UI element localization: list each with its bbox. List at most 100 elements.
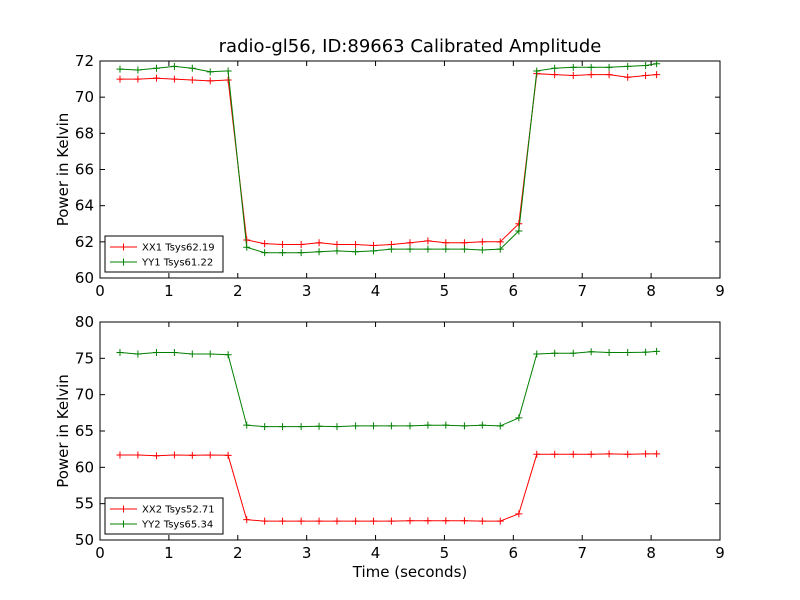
x-tick-label: 1 xyxy=(164,282,174,300)
data-point xyxy=(569,71,577,79)
data-point xyxy=(170,62,178,70)
data-point xyxy=(134,451,142,459)
y-axis-label: Power in Kelvin xyxy=(54,113,72,227)
data-point xyxy=(170,75,178,83)
data-point xyxy=(243,516,251,524)
data-point xyxy=(478,517,486,525)
data-point xyxy=(297,249,305,257)
data-point xyxy=(387,422,395,430)
data-point xyxy=(460,517,468,525)
data-point xyxy=(551,64,559,72)
data-point xyxy=(515,510,523,518)
y-tick-label: 66 xyxy=(75,161,94,179)
x-tick-label: 8 xyxy=(646,544,656,562)
data-point xyxy=(224,351,232,359)
data-point xyxy=(206,350,214,358)
data-point xyxy=(243,236,251,244)
series-1 xyxy=(116,450,661,525)
data-point xyxy=(406,239,414,247)
legend-marker xyxy=(120,258,127,266)
data-point xyxy=(243,243,251,251)
data-point xyxy=(188,64,196,72)
series-1 xyxy=(116,70,661,249)
x-tick-label: 2 xyxy=(233,282,243,300)
y-tick-label: 60 xyxy=(75,269,94,287)
data-point xyxy=(352,241,360,249)
y-tick-label: 60 xyxy=(75,458,94,476)
data-point xyxy=(442,239,450,247)
x-tick-label: 3 xyxy=(302,282,312,300)
data-point xyxy=(297,423,305,431)
data-point xyxy=(134,66,142,74)
data-point xyxy=(569,63,577,71)
data-point xyxy=(496,517,504,525)
top-plot: 0 1 2 3 4 5 6 7 8 9 60 62 64 66 68 70 72 Power in Kelvin X… xyxy=(54,52,725,300)
data-point xyxy=(533,450,541,458)
y-tick-label: 65 xyxy=(75,422,94,440)
x-tick-label: 8 xyxy=(646,282,656,300)
data-point xyxy=(587,450,595,458)
data-point xyxy=(587,63,595,71)
data-point xyxy=(653,71,661,79)
data-point xyxy=(460,422,468,430)
data-point xyxy=(605,349,613,357)
legend-item: XX2 Tsys52.71 xyxy=(110,505,215,516)
data-point xyxy=(442,245,450,253)
y-tick-label: 50 xyxy=(75,531,94,549)
data-point xyxy=(642,348,650,356)
data-point xyxy=(333,517,341,525)
data-point xyxy=(624,73,632,81)
y-tick-label: 62 xyxy=(75,233,94,251)
legend-label: XX1 Tsys62.19 xyxy=(142,243,215,254)
legend-label: YY2 Tsys65.34 xyxy=(141,520,213,531)
data-point xyxy=(224,67,232,75)
data-point xyxy=(170,451,178,459)
data-point xyxy=(424,245,432,253)
data-point xyxy=(206,77,214,85)
data-point xyxy=(533,67,541,75)
legend-item: YY2 Tsys65.34 xyxy=(110,520,213,531)
data-point xyxy=(424,517,432,525)
data-point xyxy=(496,238,504,246)
y-tick-label: 80 xyxy=(75,313,94,331)
data-point xyxy=(496,245,504,253)
series-2 xyxy=(116,347,661,431)
data-point xyxy=(624,450,632,458)
data-point xyxy=(170,349,178,357)
data-point xyxy=(478,238,486,246)
data-point xyxy=(460,239,468,247)
data-point xyxy=(206,451,214,459)
data-point xyxy=(387,517,395,525)
data-point xyxy=(605,63,613,71)
data-point xyxy=(587,71,595,79)
data-point xyxy=(279,423,287,431)
data-point xyxy=(624,62,632,70)
x-tick-label: 2 xyxy=(233,544,243,562)
y-tick-label: 70 xyxy=(75,386,94,404)
data-point xyxy=(605,450,613,458)
data-point xyxy=(315,248,323,256)
data-point xyxy=(261,240,269,248)
data-point xyxy=(188,451,196,459)
data-point xyxy=(515,414,523,422)
data-point xyxy=(533,350,541,358)
x-tick-label: 4 xyxy=(371,282,381,300)
data-point xyxy=(224,76,232,84)
series-2 xyxy=(116,60,661,257)
data-point xyxy=(406,517,414,525)
data-point xyxy=(352,422,360,430)
data-point xyxy=(653,347,661,355)
data-point xyxy=(134,75,142,83)
data-point xyxy=(460,245,468,253)
y-tick-label: 75 xyxy=(75,349,94,367)
data-point xyxy=(624,349,632,357)
data-point xyxy=(551,349,559,357)
data-point xyxy=(406,422,414,430)
bottom-plot: 0 1 2 3 4 5 6 7 8 9 50 55 60 65 70 75 80 Power in Kelvin X… xyxy=(54,313,725,562)
y-tick-label: 68 xyxy=(75,124,94,142)
x-tick-label: 6 xyxy=(509,282,519,300)
chart-title: radio-gl56, ID:89663 Calibrated Amplitud… xyxy=(219,36,602,57)
y-tick-label: 72 xyxy=(75,52,94,70)
data-point xyxy=(297,241,305,249)
